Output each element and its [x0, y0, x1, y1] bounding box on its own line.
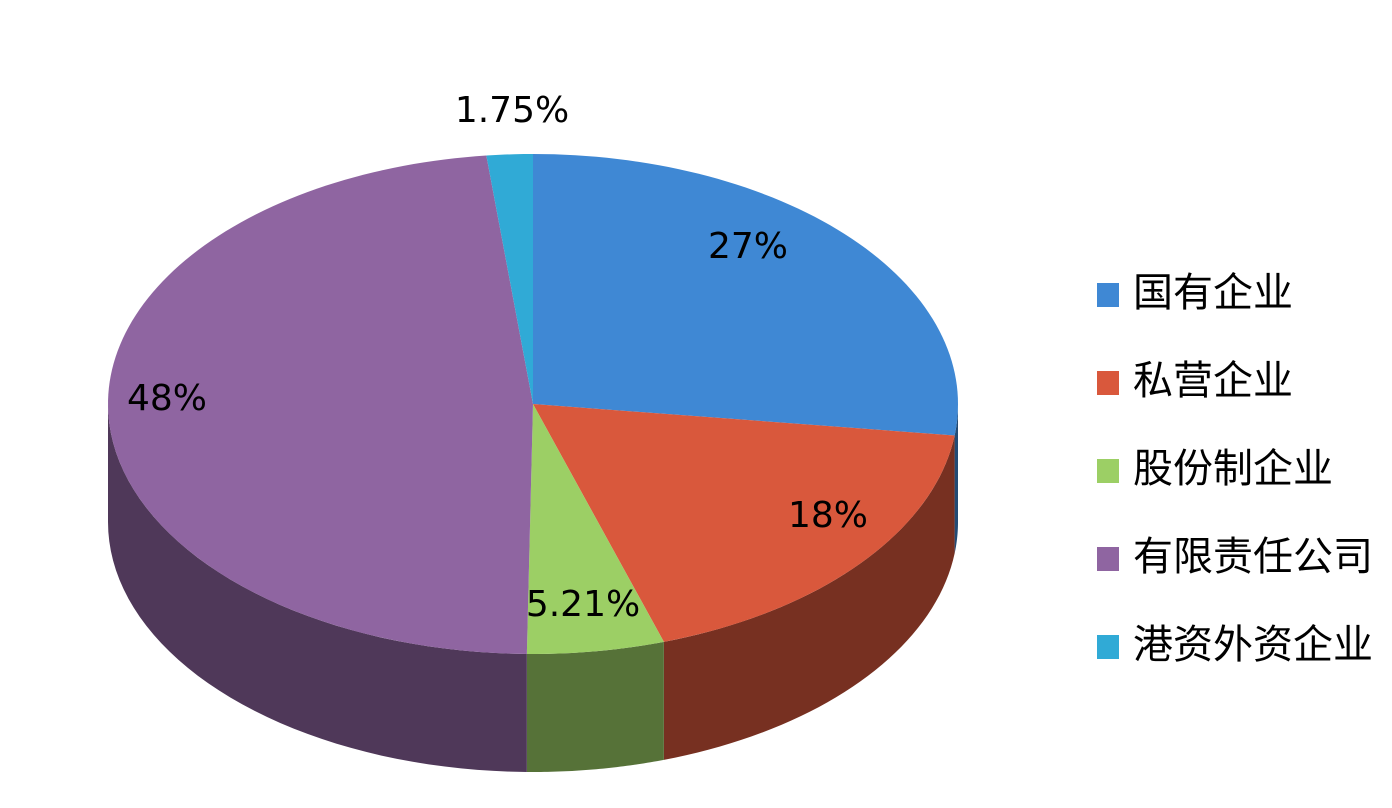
pie-side — [108, 404, 527, 772]
data-label: 5.21% — [526, 584, 640, 625]
legend-label: 股份制企业 — [1133, 446, 1333, 492]
legend-label: 港资外资企业 — [1133, 622, 1373, 668]
pie-slice — [533, 154, 958, 436]
pie-slice — [108, 155, 534, 654]
pie-slice — [486, 154, 533, 404]
legend-swatch — [1097, 283, 1119, 307]
legend-label: 国有企业 — [1133, 270, 1293, 316]
legend-swatch — [1097, 459, 1119, 483]
data-label: 1.75% — [455, 90, 569, 131]
legend-swatch — [1097, 371, 1119, 395]
pie-side — [663, 435, 955, 760]
pie-slice — [533, 404, 955, 642]
pie-side — [526, 641, 664, 772]
legend-swatch — [1097, 635, 1119, 659]
legend-swatch — [1097, 547, 1119, 571]
legend-label: 有限责任公司 — [1133, 534, 1373, 580]
pie-slice — [526, 404, 664, 654]
data-label: 18% — [788, 495, 868, 536]
data-label: 48% — [127, 378, 207, 419]
legend-label: 私营企业 — [1133, 358, 1293, 404]
data-label: 27% — [708, 226, 788, 267]
pie-side — [954, 404, 958, 554]
